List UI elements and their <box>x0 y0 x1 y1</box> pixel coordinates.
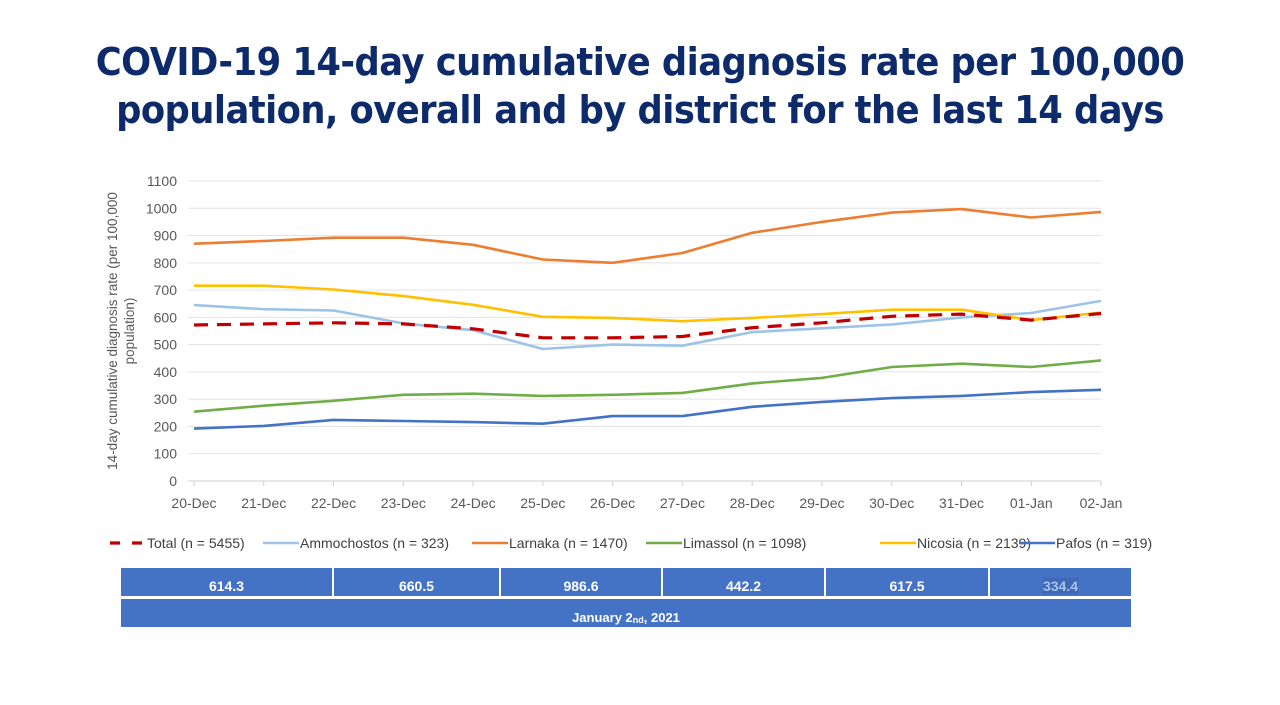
series-line-limassol <box>193 359 1102 413</box>
legend-label: Larnaka (n = 1470) <box>509 535 628 551</box>
y-tick-label: 600 <box>154 309 178 325</box>
legend: Total (n = 5455) Ammochostos (n = 323) Lar… <box>110 535 1152 551</box>
x-tick-label: 20-Dec <box>171 495 216 511</box>
legend-label: Total (n = 5455) <box>147 535 245 551</box>
series-line-ammochostos <box>193 299 1102 351</box>
y-tick-label: 0 <box>169 473 177 489</box>
y-tick-label: 1100 <box>147 173 177 189</box>
series-line-nicosia <box>194 284 1102 323</box>
y-tick-label: 500 <box>154 337 178 353</box>
x-tick-label: 23-Dec <box>381 495 426 511</box>
y-tick-label: 100 <box>154 446 178 462</box>
values-row: 614.3 660.5 986.6 442.2 617.5 334.4 <box>121 568 1131 596</box>
series-line-total <box>193 311 1102 340</box>
x-tick-label: 24-Dec <box>451 495 496 511</box>
summary-table: 614.3 660.5 986.6 442.2 617.5 334.4 Janu… <box>121 568 1131 627</box>
x-tick-label: 25-Dec <box>520 495 565 511</box>
ammochostos-value-cell: 660.5 <box>334 568 501 596</box>
y-tick-label: 700 <box>154 282 178 298</box>
x-tick-label: 26-Dec <box>590 495 635 511</box>
y-tick-label: 200 <box>154 418 178 434</box>
limassol-value-cell: 442.2 <box>663 568 826 596</box>
y-tick-label: 300 <box>154 391 178 407</box>
y-tick-label: 1000 <box>146 200 177 216</box>
pafos-value-cell: 334.4 <box>1042 578 1079 594</box>
x-tick-label: 28-Dec <box>730 495 775 511</box>
x-axis-ticks: 20-Dec 21-Dec 22-Dec 23-Dec 24-Dec 25-Dec 26-D… <box>171 481 1122 511</box>
nicosia-value-cell: 617.5 <box>826 568 990 596</box>
y-axis-ticks: 0 100 200 300 400 500 600 700 800 900 1000 1100 <box>146 173 177 489</box>
x-tick-label: 27-Dec <box>660 495 705 511</box>
x-tick-label: 22-Dec <box>311 495 356 511</box>
line-chart: 0 100 200 300 400 500 600 700 800 900 1000 1100 20-… <box>105 173 1152 551</box>
y-axis-title: 14-day cumulative diagnosis rate (per 10… <box>105 192 137 470</box>
y-tick-label: 800 <box>154 255 178 271</box>
series-lines <box>193 207 1102 430</box>
y-axis-title-line: population) <box>122 298 137 365</box>
x-tick-label: 29-Dec <box>799 495 844 511</box>
gridlines <box>188 180 1101 482</box>
x-tick-label: 31-Dec <box>939 495 984 511</box>
legend-label: Limassol (n = 1098) <box>683 535 806 551</box>
title-line-2: population, overall and by district for … <box>116 88 1164 132</box>
legend-label: Pafos (n = 319) <box>1056 535 1152 551</box>
title-line-1: COVID-19 14-day cumulative diagnosis rat… <box>95 40 1185 84</box>
x-tick-label: 01-Jan <box>1010 495 1053 511</box>
y-tick-label: 900 <box>154 228 178 244</box>
x-tick-label: 02-Jan <box>1080 495 1123 511</box>
series-line-pafos <box>193 388 1102 430</box>
slide-title: COVID-19 14-day cumulative diagnosis rat… <box>45 38 1235 134</box>
total-value-cell: 614.3 <box>121 568 334 596</box>
legend-label: Ammochostos (n = 323) <box>300 535 449 551</box>
x-tick-label: 21-Dec <box>241 495 286 511</box>
x-tick-label: 30-Dec <box>869 495 914 511</box>
larnaka-value-cell: 986.6 <box>501 568 663 596</box>
y-tick-label: 400 <box>154 364 178 380</box>
y-axis-title-line: 14-day cumulative diagnosis rate (per 10… <box>105 192 120 470</box>
legend-label: Nicosia (n = 2139) <box>917 535 1031 551</box>
series-line-larnaka <box>193 207 1102 265</box>
